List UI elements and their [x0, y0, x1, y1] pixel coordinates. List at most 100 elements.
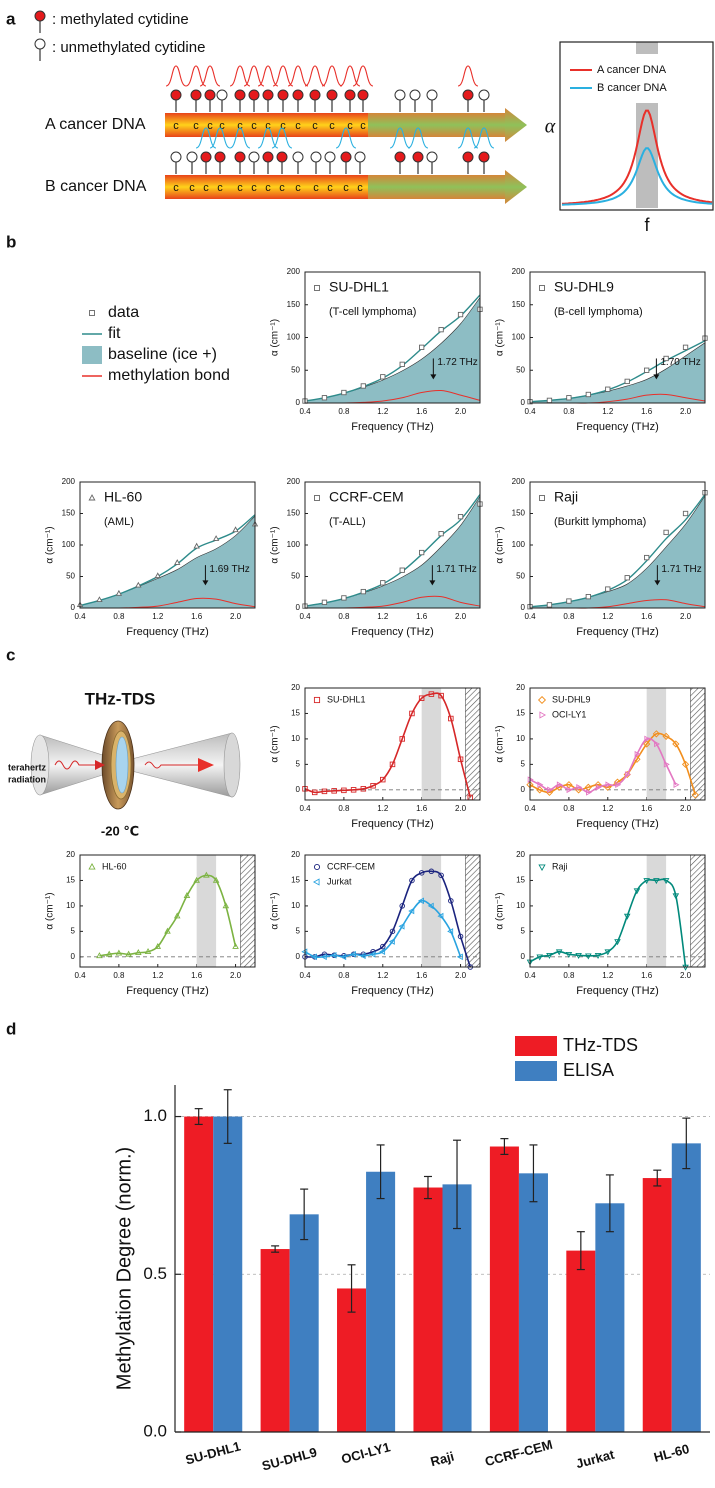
data-point [448, 898, 454, 904]
data-point [662, 878, 670, 885]
y-tick-label: 1.0 [143, 1106, 167, 1125]
bar [413, 1187, 443, 1432]
baseline-area [304, 495, 481, 609]
error-bar [423, 1175, 432, 1200]
data-point [389, 928, 396, 935]
data-point [232, 942, 239, 949]
data-point [644, 735, 651, 743]
methyl-peak [272, 65, 294, 87]
baseline-area [529, 342, 706, 404]
data-point [586, 789, 593, 796]
legend-marker [538, 864, 546, 872]
data-point [566, 395, 572, 401]
series-line [529, 878, 687, 968]
data-point [398, 922, 405, 930]
fit-line [79, 514, 256, 607]
dna-arrow-head [505, 170, 527, 204]
data-point [173, 912, 181, 919]
data-point [379, 948, 386, 956]
data-point [193, 542, 200, 549]
data-point [672, 893, 680, 900]
x-axis-label: Frequency (THz) [576, 421, 659, 433]
methylated-pin [326, 89, 338, 101]
chart-title: SU-DHL1 [329, 279, 389, 295]
data-point [125, 950, 132, 957]
methylated-pin [292, 89, 304, 101]
y-axis-label: α (cm⁻¹) [495, 725, 506, 762]
cytidine-letter: c [173, 120, 179, 132]
y-tick-label: 100 [62, 540, 76, 549]
data-point [437, 912, 444, 920]
x-tick-label: 0.4 [299, 971, 311, 980]
inset-legend-label: A cancer DNA [597, 64, 667, 76]
cytidine-letter: c [343, 182, 349, 194]
y-tick-label: 20 [291, 850, 300, 859]
x-tick-label: 2.0 [680, 407, 692, 416]
legend-marker [537, 695, 547, 705]
data-point [222, 902, 230, 909]
legend-label: baseline (ice +) [108, 346, 217, 363]
data-point [556, 781, 563, 789]
y-tick-label: 5 [296, 926, 301, 935]
panel-label: a [6, 9, 16, 28]
data-point [311, 789, 318, 796]
x-tick-label: 1.2 [377, 407, 389, 416]
data-point [615, 781, 622, 789]
data-point [575, 953, 582, 959]
methylated-pin [309, 89, 321, 101]
data-point [369, 950, 376, 958]
x-tick-label: 1.6 [416, 407, 428, 416]
data-point [457, 756, 464, 763]
x-tick-label: 0.8 [338, 612, 350, 621]
x-tick-label: 1.2 [602, 612, 614, 621]
y-tick-label: 100 [512, 540, 526, 549]
cytidine-letter: c [193, 120, 199, 132]
data-point [349, 950, 356, 958]
data-point [457, 311, 464, 318]
inset-band [636, 103, 658, 208]
data-point [604, 949, 612, 956]
data-point [144, 948, 152, 955]
unmethylated-pin [354, 151, 366, 163]
data-point [605, 781, 612, 789]
data-point [321, 599, 328, 605]
data-point [438, 692, 444, 699]
legend-label: THz-TDS [563, 1035, 638, 1055]
unmethylated-pin [478, 89, 490, 101]
peak-arrow-head [430, 374, 437, 380]
y-tick-label: 15 [291, 709, 300, 718]
bar [184, 1116, 214, 1432]
plot-frame [529, 271, 706, 404]
y-axis-label: α (cm⁻¹) [495, 526, 506, 563]
error-bar [347, 1264, 356, 1313]
x-tick-label: 1.2 [377, 804, 389, 813]
unmethylated-pin [426, 89, 438, 101]
error-bar [223, 1089, 232, 1144]
bar [642, 1178, 672, 1432]
data-point [565, 951, 573, 958]
methyl-peak [257, 127, 279, 149]
x-tick-label: 1.6 [191, 971, 203, 980]
y-tick-label: 20 [516, 850, 525, 859]
fit-line [529, 494, 706, 608]
y-axis-label: α (cm⁻¹) [495, 892, 506, 929]
data-point [321, 788, 328, 795]
y-tick-label: 10 [516, 734, 525, 743]
x-tick-label: 2.0 [455, 612, 467, 621]
data-point [399, 361, 405, 368]
legend-marker [313, 863, 321, 871]
data-point [643, 878, 650, 885]
peak-arrow-head [429, 580, 436, 586]
data-point [232, 526, 239, 533]
data-point [644, 554, 650, 561]
y-tick-label: 0 [296, 785, 301, 794]
data-point [154, 572, 161, 579]
data-point [681, 760, 690, 768]
y-tick-label: 0 [296, 952, 301, 961]
data-point [418, 695, 425, 701]
chart-title: HL-60 [104, 489, 142, 505]
legend-swatch [515, 1036, 557, 1056]
chart-subtitle: (AML) [104, 516, 134, 528]
inset-legend-label: B cancer DNA [597, 82, 667, 94]
x-tick-label: 0.8 [563, 971, 575, 980]
